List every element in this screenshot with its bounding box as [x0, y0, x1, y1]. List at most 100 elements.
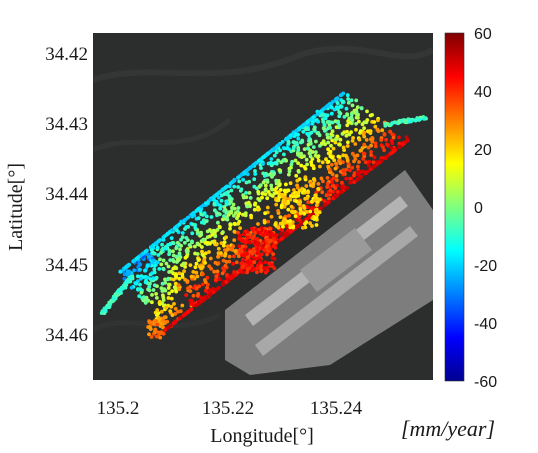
- velocity-point: [345, 129, 349, 134]
- velocity-point: [316, 158, 321, 163]
- velocity-point: [236, 185, 241, 189]
- velocity-point: [174, 273, 178, 278]
- velocity-point: [310, 121, 315, 126]
- velocity-point: [247, 191, 252, 195]
- velocity-point: [132, 268, 137, 273]
- velocity-point: [247, 179, 252, 184]
- velocity-point: [203, 288, 208, 293]
- velocity-point: [171, 241, 176, 246]
- velocity-point: [287, 172, 291, 177]
- velocity-point: [294, 141, 299, 145]
- velocity-point: [167, 291, 172, 296]
- velocity-point: [325, 181, 330, 186]
- velocity-point: [162, 287, 167, 292]
- velocity-point: [183, 217, 188, 222]
- velocity-point: [268, 235, 273, 240]
- velocity-point: [231, 274, 236, 279]
- velocity-point: [268, 240, 272, 244]
- velocity-point: [245, 251, 249, 256]
- velocity-point: [177, 316, 182, 321]
- velocity-point: [319, 176, 324, 181]
- velocity-point: [161, 246, 165, 251]
- velocity-point: [196, 302, 201, 306]
- velocity-point: [238, 226, 243, 231]
- velocity-point: [152, 258, 156, 263]
- velocity-point: [192, 210, 196, 215]
- velocity-point: [161, 293, 165, 298]
- velocity-point: [332, 107, 337, 112]
- velocity-point: [382, 148, 386, 153]
- velocity-point: [219, 241, 224, 246]
- velocity-point: [234, 260, 239, 265]
- velocity-point: [298, 210, 303, 215]
- velocity-point: [252, 177, 257, 182]
- velocity-point: [232, 230, 237, 234]
- velocity-point: [345, 144, 350, 148]
- velocity-point: [276, 158, 280, 163]
- velocity-point: [186, 215, 190, 220]
- velocity-point: [159, 262, 164, 267]
- velocity-point: [373, 163, 377, 168]
- velocity-point: [223, 253, 227, 258]
- velocity-point: [357, 119, 361, 124]
- velocity-point: [169, 296, 174, 301]
- velocity-point: [144, 278, 148, 283]
- velocity-scatter-layer: [99, 91, 428, 340]
- velocity-point: [172, 259, 176, 264]
- velocity-point: [189, 307, 194, 312]
- velocity-point: [361, 157, 366, 161]
- velocity-point: [176, 309, 180, 314]
- velocity-point: [289, 204, 294, 209]
- velocity-point: [180, 275, 185, 279]
- velocity-point: [272, 146, 277, 151]
- velocity-point: [227, 259, 232, 264]
- velocity-point: [274, 181, 279, 186]
- velocity-point: [156, 239, 161, 244]
- velocity-point: [247, 266, 252, 270]
- velocity-point: [369, 150, 373, 154]
- velocity-point: [352, 154, 357, 158]
- velocity-point: [307, 215, 312, 220]
- velocity-point: [359, 106, 364, 111]
- velocity-point: [102, 311, 107, 315]
- velocity-point: [256, 242, 260, 247]
- velocity-point: [255, 251, 260, 256]
- velocity-point: [345, 157, 350, 162]
- velocity-point: [152, 263, 157, 268]
- velocity-point: [348, 176, 352, 181]
- velocity-point: [205, 241, 210, 245]
- velocity-point: [258, 253, 262, 258]
- velocity-point: [417, 117, 422, 122]
- velocity-point: [229, 247, 233, 252]
- velocity-point: [325, 185, 329, 189]
- velocity-point: [305, 120, 310, 124]
- velocity-point: [191, 270, 196, 274]
- velocity-point: [214, 274, 219, 279]
- velocity-point: [249, 215, 254, 220]
- velocity-point: [339, 190, 344, 195]
- velocity-point: [117, 289, 122, 294]
- velocity-point: [194, 261, 199, 266]
- velocity-point: [155, 296, 159, 300]
- velocity-point: [308, 151, 313, 156]
- velocity-point: [313, 153, 318, 158]
- velocity-point: [237, 244, 242, 249]
- velocity-point: [201, 237, 206, 242]
- velocity-point: [251, 247, 256, 252]
- velocity-point: [217, 224, 222, 229]
- velocity-point: [294, 173, 299, 178]
- velocity-point: [252, 162, 257, 167]
- velocity-point: [224, 235, 229, 240]
- velocity-point: [143, 301, 148, 305]
- velocity-point: [223, 263, 228, 268]
- velocity-point: [344, 153, 348, 158]
- velocity-point: [244, 191, 249, 195]
- velocity-point: [279, 203, 284, 208]
- velocity-point: [274, 202, 279, 207]
- velocity-point: [255, 270, 259, 275]
- velocity-point: [297, 188, 302, 193]
- velocity-point: [236, 230, 241, 235]
- velocity-point: [189, 302, 194, 306]
- velocity-point: [174, 289, 179, 294]
